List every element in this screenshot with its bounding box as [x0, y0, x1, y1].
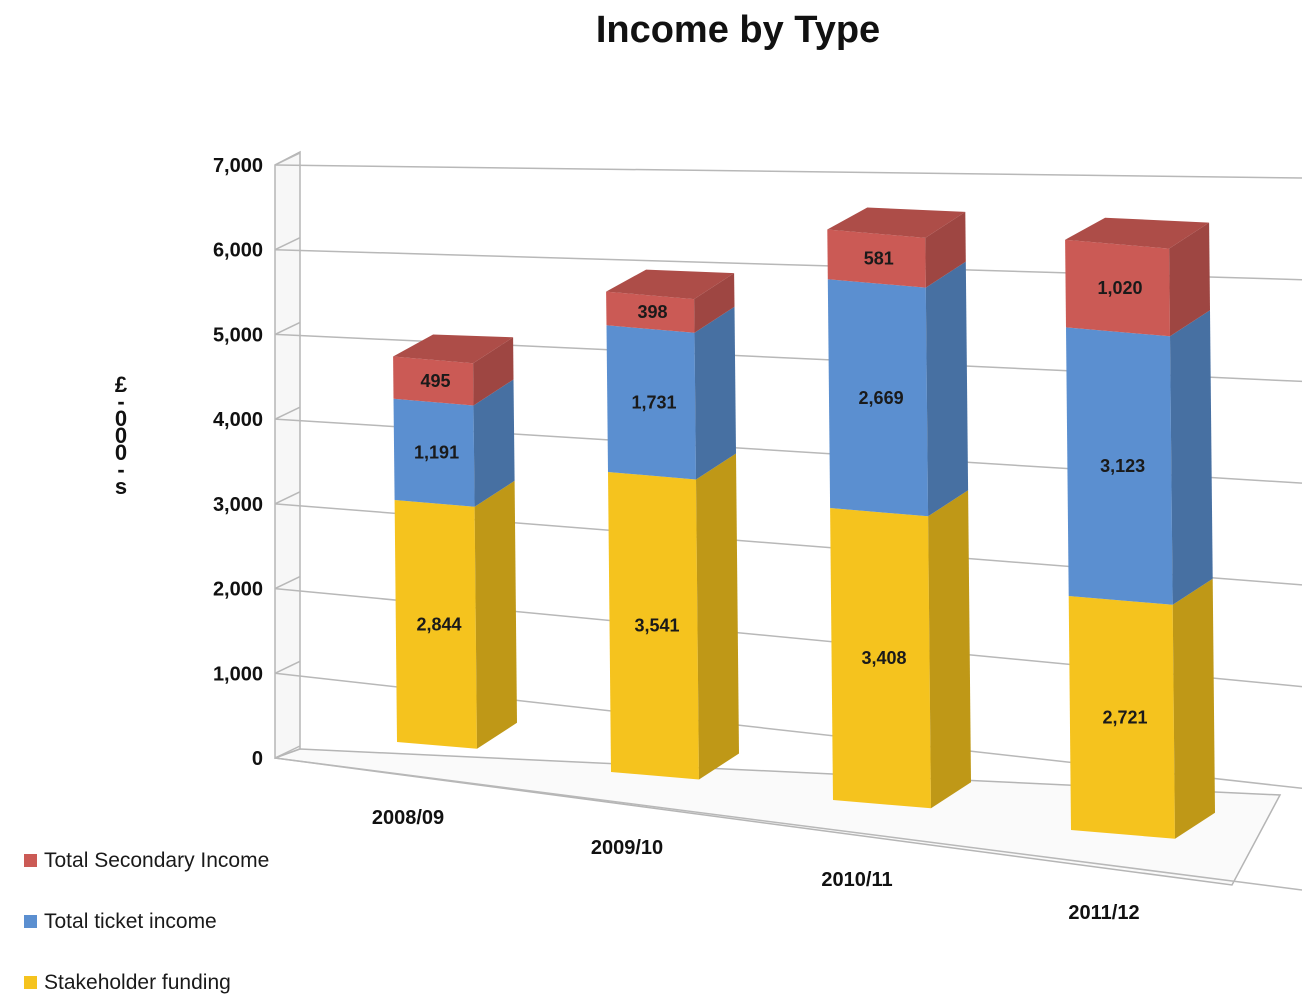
bar-side-2-0 — [928, 490, 971, 809]
data-label: 3,541 — [634, 616, 679, 636]
legend-swatch — [24, 976, 37, 989]
data-label: 581 — [864, 249, 894, 269]
legend-swatch — [24, 915, 37, 928]
bar-side-1-1 — [694, 306, 736, 480]
bar-top-1 — [606, 269, 735, 300]
bar-side-0-2 — [473, 337, 514, 406]
bar-side-1-2 — [694, 273, 735, 333]
x-category-label: 2008/09 — [372, 807, 444, 829]
x-axis-categories: 2008/09 2009/10 2010/11 2011/12 — [372, 807, 1140, 924]
bar-side-1-0 — [696, 453, 739, 780]
y-axis-title-char: £ — [115, 372, 128, 397]
bar-side-3-2 — [1169, 222, 1210, 337]
bar-front-2-0 — [830, 508, 931, 809]
y-axis-title-char: 0 — [115, 423, 127, 448]
x-category-label: 2009/10 — [591, 837, 663, 859]
bar-side-3-0 — [1172, 578, 1215, 839]
data-label: 1,731 — [631, 392, 676, 412]
y-tick-label: 7,000 — [213, 155, 263, 177]
gridline-side — [274, 660, 301, 674]
bar-top-2 — [827, 207, 966, 238]
y-axis-title-char: - — [117, 457, 124, 482]
y-axis-title: £ -0 0 0 -s — [115, 372, 128, 499]
bar-front-2-1 — [827, 279, 929, 517]
gridline-side — [274, 152, 301, 166]
x-category-label: 2010/11 — [821, 869, 892, 891]
gridline — [274, 164, 1302, 179]
gridline-side — [274, 321, 301, 336]
bar-front-3-2 — [1065, 239, 1170, 337]
x-category-label: 2011/12 — [1068, 902, 1139, 924]
data-label: 398 — [637, 302, 667, 322]
y-axis-title-char: 0 — [115, 406, 127, 431]
legend-label: Stakeholder funding — [44, 971, 231, 994]
gridline — [274, 757, 1302, 891]
y-tick-label: 1,000 — [213, 663, 263, 685]
legend-label: Total Secondary Income — [44, 849, 269, 872]
bar-front-3-1 — [1066, 327, 1173, 605]
data-label: 2,669 — [859, 388, 904, 408]
bar-front-3-0 — [1068, 596, 1175, 839]
data-label: 3,123 — [1100, 456, 1145, 476]
y-tick-label: 5,000 — [213, 324, 263, 346]
gridline-side — [274, 491, 301, 505]
bar-front-1-2 — [606, 291, 695, 333]
data-label: 2,844 — [416, 614, 461, 634]
bar-side-2-1 — [925, 261, 969, 517]
y-tick-label: 6,000 — [213, 240, 263, 262]
bar-front-0-0 — [394, 500, 477, 749]
y-axis-ticks: 0 1,000 2,000 3,000 4,000 5,000 6,000 7,000 — [213, 155, 263, 770]
bar-top-0 — [393, 334, 514, 364]
bar-side-2-2 — [925, 211, 966, 288]
legend-label: Total ticket income — [44, 910, 217, 933]
bar-front-1-0 — [608, 472, 699, 780]
bar-side-0-1 — [473, 379, 515, 507]
bars: 2,844 1,191 495 3,541 1,731 398 3,408 2,669 581 2… — [393, 207, 1215, 839]
legend: Total Secondary Income Total ticket incom… — [24, 849, 269, 994]
bar-side-0-0 — [474, 480, 517, 749]
y-tick-label: 0 — [252, 748, 263, 770]
y-tick-label: 4,000 — [213, 409, 263, 431]
gridline-side — [274, 237, 301, 251]
data-label: 2,721 — [1102, 707, 1147, 727]
bar-side-3-1 — [1170, 310, 1213, 605]
bar-front-0-2 — [393, 356, 474, 406]
gridline-side — [274, 406, 301, 420]
y-axis-label: £ -0 0 0 -s — [115, 372, 128, 499]
chart-title: Income by Type — [596, 9, 880, 51]
y-axis-title-char: 0 — [115, 440, 127, 465]
bar-top-3 — [1065, 217, 1210, 249]
data-label: 1,020 — [1097, 278, 1142, 298]
bar-front-0-1 — [393, 398, 475, 507]
legend-swatch — [24, 854, 37, 867]
bar-front-2-2 — [827, 229, 926, 288]
gridline-side — [274, 745, 301, 759]
data-label: 495 — [421, 371, 451, 391]
y-tick-label: 3,000 — [213, 494, 263, 516]
gridline-side — [274, 575, 301, 590]
y-axis-title-char: - — [117, 389, 124, 414]
data-label: 1,191 — [414, 443, 459, 463]
y-tick-label: 2,000 — [213, 579, 263, 601]
bar-front-1-1 — [606, 325, 696, 480]
data-label: 3,408 — [861, 648, 906, 668]
y-axis-title-char: s — [115, 474, 127, 499]
